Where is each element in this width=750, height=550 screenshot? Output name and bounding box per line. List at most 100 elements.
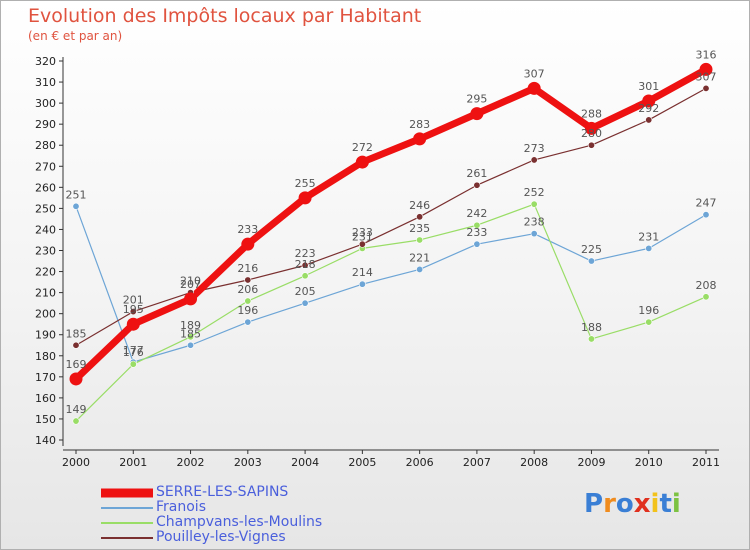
data-label: 177 (123, 344, 144, 357)
data-label: 307 (524, 67, 545, 80)
logo-letter: r (603, 489, 616, 519)
x-tick-label: 2009 (577, 456, 605, 469)
data-point (699, 62, 713, 76)
data-label: 208 (696, 279, 717, 292)
y-tick-label: 190 (35, 329, 56, 342)
data-label: 235 (409, 222, 430, 235)
x-tick-label: 2001 (119, 456, 147, 469)
data-label: 247 (696, 197, 717, 210)
data-point (416, 236, 424, 244)
data-point (72, 417, 80, 425)
data-label: 261 (466, 167, 487, 180)
data-label: 206 (237, 283, 258, 296)
data-labels: 169 195 207 233 255 272 283 295 307 288 301 316 251 1… (66, 48, 717, 416)
data-point (530, 200, 538, 208)
data-label: 216 (237, 262, 258, 275)
data-label: 188 (581, 321, 602, 334)
data-point (244, 318, 252, 326)
data-point (587, 141, 595, 149)
x-tick-label: 2000 (62, 456, 90, 469)
data-point (126, 317, 140, 331)
data-point (244, 276, 252, 284)
data-label: 221 (409, 251, 430, 264)
data-label: 176 (123, 346, 144, 359)
data-point (645, 318, 653, 326)
data-label: 196 (237, 304, 258, 317)
data-point (72, 202, 80, 210)
data-label: 223 (295, 247, 316, 260)
x-tick-label: 2004 (291, 456, 319, 469)
legend-swatch (101, 488, 153, 497)
data-point (473, 240, 481, 248)
series-line-1 (75, 205, 707, 363)
data-label: 225 (581, 243, 602, 256)
data-point (241, 237, 255, 251)
x-tick-label: 2005 (348, 456, 376, 469)
data-label: 242 (466, 207, 487, 220)
data-label: 316 (696, 48, 717, 61)
data-point (530, 230, 538, 238)
y-tick-label: 260 (35, 181, 56, 194)
data-point (72, 341, 80, 349)
y-tick-label: 220 (35, 266, 56, 279)
y-tick-label: 210 (35, 287, 56, 300)
data-point (187, 333, 195, 341)
data-label: 246 (409, 199, 430, 212)
logo-letter: i (650, 489, 660, 519)
data-label: 214 (352, 266, 373, 279)
data-label: 205 (295, 285, 316, 298)
data-label: 251 (66, 188, 87, 201)
x-tick-label: 2011 (692, 456, 720, 469)
data-label: 280 (581, 127, 602, 140)
data-label: 295 (466, 93, 487, 106)
legend-label: Champvans-les-Moulins (156, 514, 323, 530)
data-label: 201 (123, 294, 144, 307)
data-point (298, 191, 312, 205)
data-label: 185 (66, 327, 87, 340)
data-point (301, 299, 309, 307)
data-point (587, 257, 595, 265)
y-tick-label: 300 (35, 97, 56, 110)
chart-title: Evolution des Impôts locaux par Habitant (28, 5, 422, 27)
y-tick-label: 150 (35, 413, 56, 426)
series-line-3 (75, 87, 707, 346)
series-lines (72, 65, 710, 422)
data-label: 252 (524, 186, 545, 199)
x-tick-label: 2003 (234, 456, 262, 469)
data-label: 233 (466, 226, 487, 239)
data-label: 196 (638, 304, 659, 317)
data-point (702, 293, 710, 301)
data-label: 273 (524, 142, 545, 155)
x-tick-label: 2010 (635, 456, 663, 469)
x-tick-label: 2007 (463, 456, 491, 469)
data-label: 231 (352, 230, 373, 243)
data-point (358, 280, 366, 288)
data-points (69, 62, 713, 425)
data-label: 288 (581, 107, 602, 120)
legend-swatch (101, 521, 153, 524)
y-tick-label: 320 (35, 55, 56, 68)
legend-label: SERRE-LES-SAPINS (156, 484, 289, 500)
data-label: 283 (409, 118, 430, 131)
data-point (645, 244, 653, 252)
legend-label: Franois (156, 499, 206, 515)
data-label: 307 (696, 70, 717, 83)
data-label: 210 (180, 275, 201, 288)
data-point (184, 292, 198, 306)
data-point (355, 155, 369, 169)
y-tick-label: 280 (35, 139, 56, 152)
y-tick-label: 240 (35, 223, 56, 236)
data-point (413, 132, 427, 146)
data-point (416, 213, 424, 221)
legend-swatch (101, 536, 153, 539)
y-tick-label: 140 (35, 434, 56, 447)
data-label: 207 (180, 278, 201, 291)
logo-letter: i (671, 489, 681, 519)
y-tick-label: 250 (35, 202, 56, 215)
data-label: 255 (295, 177, 316, 190)
data-point (473, 221, 481, 229)
y-tick-label: 180 (35, 350, 56, 363)
data-point (129, 308, 137, 316)
y-tick-label: 170 (35, 371, 56, 384)
